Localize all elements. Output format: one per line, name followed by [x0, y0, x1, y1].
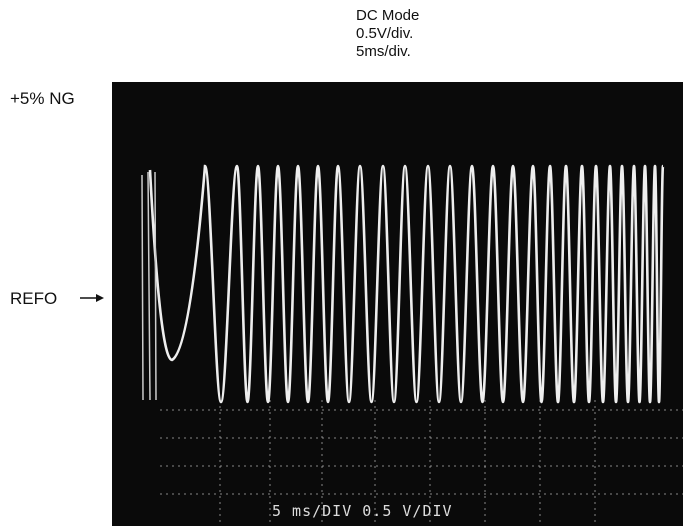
screen-readout: 5 ms/DIV 0.5 V/DIV	[272, 502, 453, 520]
volts-label: 0.5V/div.	[356, 25, 413, 42]
mode-label: DC Mode	[356, 7, 419, 24]
figure: DC Mode 0.5V/div. 5ms/div. +5% NG REFO 5…	[0, 0, 683, 526]
level-label: +5% NG	[10, 89, 75, 108]
reference-label: REFO	[10, 289, 57, 308]
time-label: 5ms/div.	[356, 43, 411, 60]
reference-arrow	[80, 294, 104, 302]
scope-screen	[112, 82, 683, 526]
